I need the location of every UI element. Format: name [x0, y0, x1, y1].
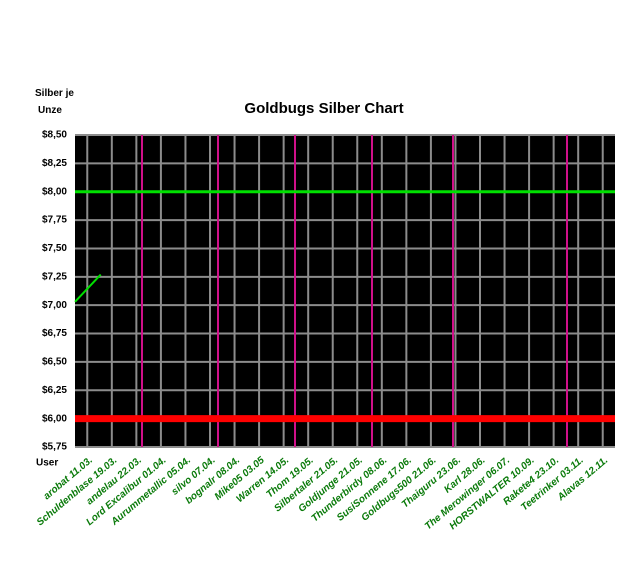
series-line [74, 273, 102, 303]
y-tick-label: $7,00 [42, 300, 67, 311]
y-label-part: Silber je [35, 88, 74, 99]
grid [75, 134, 615, 448]
x-axis-label: User [36, 458, 58, 469]
chart-title: Goldbugs Silber Chart [244, 100, 403, 117]
y-axis-label: Silber je [35, 88, 74, 99]
plot-area [75, 135, 615, 447]
y-tick-label: $7,75 [42, 215, 67, 226]
markers [141, 135, 568, 447]
y-tick-label: $6,50 [42, 357, 67, 368]
y-tick-label: $6,00 [42, 413, 67, 424]
y-tick-label: $7,25 [42, 271, 67, 282]
y-tick-label: $7,50 [42, 243, 67, 254]
y-tick-label: $8,00 [42, 186, 67, 197]
y-label-part: Unze [38, 105, 62, 116]
y-tick-label: $8,25 [42, 158, 67, 169]
y-tick-label: $5,75 [42, 442, 67, 453]
y-tick-label: $6,25 [42, 385, 67, 396]
y-tick-label: $6,75 [42, 328, 67, 339]
y-tick-label: $8,50 [42, 130, 67, 141]
y-axis-label: Unze [38, 105, 62, 116]
series [74, 190, 615, 423]
